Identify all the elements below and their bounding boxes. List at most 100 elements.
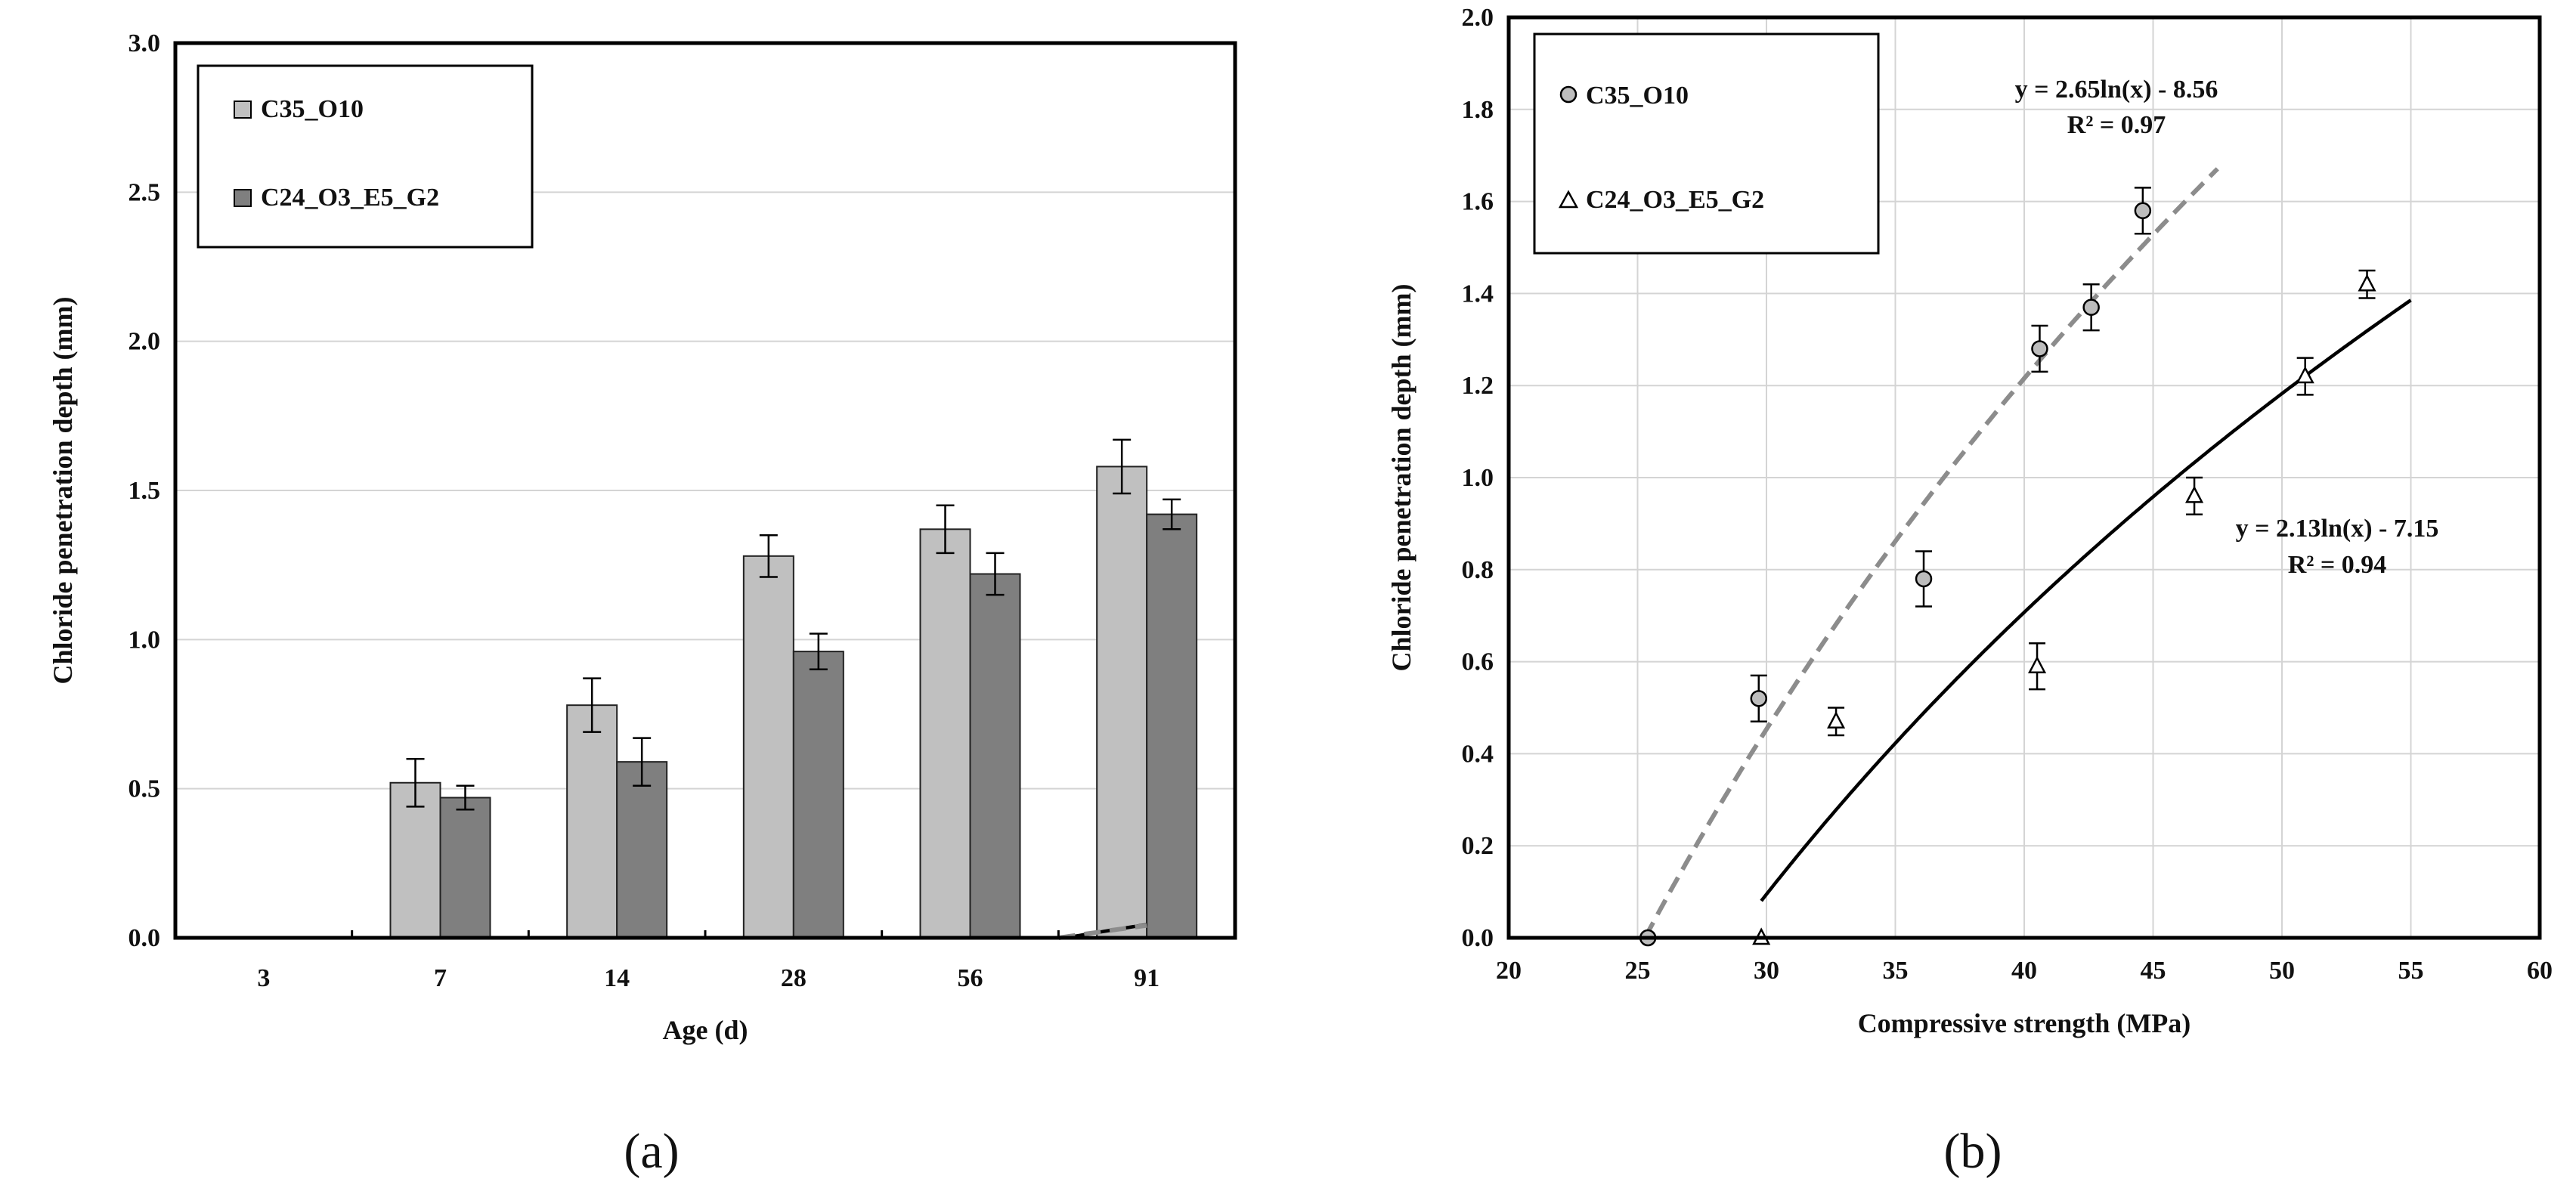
a-x-tick-label: 14 <box>604 964 630 992</box>
a-legend: C35_O10 C24_O3_E5_G2 <box>197 64 534 249</box>
a-legend-swatch-c35 <box>234 101 252 119</box>
a-error-bar <box>456 784 475 811</box>
a-bar-c24-56 <box>969 573 1021 939</box>
a-error-bar <box>1163 498 1181 530</box>
a-bar-c35-28 <box>742 555 794 939</box>
a-trendline-c24 <box>1058 923 1147 940</box>
b-y-tick-label: 1.0 <box>1462 464 1494 492</box>
a-legend-box <box>197 64 534 249</box>
b-point-c24 <box>1826 711 1846 729</box>
b-fit-curve-c24 <box>1760 298 2412 902</box>
b-y-tick-label: 0.8 <box>1462 556 1494 584</box>
a-error-bar <box>759 534 778 578</box>
b-y-tick-label: 0.0 <box>1462 924 1494 952</box>
b-legend-marker-c24 <box>1558 190 1579 209</box>
b-point-c24 <box>2358 274 2376 292</box>
a-bar-c24-7 <box>439 797 491 939</box>
b-y-axis-title: Chloride penetration depth (mm) <box>1386 284 1416 672</box>
b-x-axis-title: Compressive strength (MPa) <box>1858 1008 2191 1038</box>
a-bar-c35-56 <box>919 528 971 939</box>
b-point-c35 <box>1915 570 1933 588</box>
b-x-tick-label: 55 <box>2398 957 2424 985</box>
b-y-tick-label: 2.0 <box>1462 4 1494 32</box>
b-y-tick-label: 1.4 <box>1462 280 1494 308</box>
a-error-bar <box>1113 438 1132 495</box>
a-y-tick-label: 1.0 <box>128 626 161 654</box>
a-bar-c35-91 <box>1096 466 1148 939</box>
b-x-tick-label: 40 <box>2011 957 2037 985</box>
b-equation-c35: y = 2.65ln(x) - 8.56 <box>2015 76 2218 104</box>
b-markers <box>1639 202 2376 947</box>
a-error-bar <box>809 633 828 671</box>
b-y-tick-label: 1.2 <box>1462 372 1494 400</box>
b-y-tick-labels: 0.0 0.2 0.4 0.6 0.8 1.0 1.2 1.4 1.6 1.8 2.0 <box>1462 4 1494 952</box>
a-y-tick-label: 0.0 <box>128 924 161 952</box>
a-bar-c24-28 <box>792 651 844 939</box>
b-legend-box <box>1533 32 1880 255</box>
a-x-tick-marks <box>351 930 1060 938</box>
b-point-c24 <box>2184 485 2204 503</box>
a-legend-label-c24: C24_O3_E5_G2 <box>261 184 439 212</box>
panel-a: 0.0 0.5 1.0 1.5 2.0 2.5 3.0 3 7 14 28 56 91 C35_O10… <box>48 29 1237 1179</box>
b-r2-c24: R² = 0.94 <box>2288 551 2387 579</box>
b-x-tick-label: 35 <box>1883 957 1909 985</box>
b-x-tick-label: 50 <box>2269 957 2295 985</box>
a-error-bar <box>583 677 602 733</box>
a-bar-c24-91 <box>1146 513 1198 939</box>
a-error-bar <box>633 737 652 787</box>
b-x-tick-label: 60 <box>2527 957 2553 985</box>
a-y-tick-label: 0.5 <box>128 775 161 803</box>
a-x-tick-label: 56 <box>958 964 983 992</box>
a-y-tick-label: 2.0 <box>128 328 161 356</box>
a-x-tick-label: 28 <box>781 964 807 992</box>
b-point-c24 <box>2027 656 2047 673</box>
a-bar-c35-14 <box>566 704 618 939</box>
a-x-axis-title: Age (d) <box>663 1015 748 1045</box>
b-point-c35 <box>2082 298 2100 316</box>
b-x-tick-label: 45 <box>2141 957 2166 985</box>
b-point-c24 <box>2296 366 2314 384</box>
b-plot-frame <box>1506 15 2542 940</box>
b-point-c35 <box>2134 202 2152 220</box>
b-point-c35 <box>1750 690 1768 707</box>
a-x-tick-labels: 3 7 14 28 56 91 <box>257 964 1160 992</box>
b-y-tick-label: 0.2 <box>1462 832 1494 860</box>
a-error-bar <box>406 757 425 808</box>
b-y-tick-label: 0.4 <box>1462 740 1494 768</box>
a-error-bar <box>936 504 955 555</box>
b-legend-label-c35: C35_O10 <box>1586 82 1689 110</box>
b-legend: C35_O10 C24_O3_E5_G2 <box>1533 32 1880 255</box>
b-x-tick-labels: 20 25 30 35 40 45 50 55 60 <box>1496 957 2553 985</box>
a-x-tick-label: 3 <box>257 964 270 992</box>
b-r2-c35: R² = 0.97 <box>2067 111 2166 139</box>
a-y-tick-label: 2.5 <box>128 178 161 206</box>
b-panel-label: (b) <box>1944 1124 2002 1179</box>
a-y-tick-labels: 0.0 0.5 1.0 1.5 2.0 2.5 3.0 <box>128 29 161 952</box>
b-point-c35 <box>2031 340 2048 357</box>
a-gridlines <box>175 191 1235 790</box>
a-x-tick-label: 7 <box>434 964 447 992</box>
b-y-tick-label: 0.6 <box>1462 648 1494 676</box>
a-error-bars <box>406 438 1181 811</box>
a-bars <box>389 466 1198 939</box>
b-y-tick-label: 1.8 <box>1462 96 1494 124</box>
b-x-tick-label: 25 <box>1625 957 1651 985</box>
panel-b: 0.0 0.2 0.4 0.6 0.8 1.0 1.2 1.4 1.6 1.8 2.0 20 25 30… <box>1386 4 2553 1179</box>
b-equation-c24: y = 2.13ln(x) - 7.15 <box>2236 515 2439 543</box>
a-y-axis-title: Chloride penetration depth (mm) <box>48 297 78 685</box>
a-x-tick-label: 91 <box>1134 964 1160 992</box>
a-y-tick-label: 3.0 <box>128 29 161 57</box>
a-legend-swatch-c24 <box>234 189 252 207</box>
a-legend-label-c35: C35_O10 <box>261 95 364 123</box>
b-legend-label-c24: C24_O3_E5_G2 <box>1586 186 1764 214</box>
b-fit-curve-c35 <box>1643 167 2219 938</box>
a-bar-c35-7 <box>389 781 441 939</box>
b-x-tick-label: 30 <box>1754 957 1779 985</box>
a-panel-label: (a) <box>624 1124 679 1179</box>
b-x-tick-label: 20 <box>1496 957 1522 985</box>
b-y-tick-label: 1.6 <box>1462 188 1494 216</box>
a-bar-c24-14 <box>616 761 668 939</box>
a-y-tick-label: 1.5 <box>128 477 161 505</box>
b-legend-marker-c35 <box>1559 85 1577 104</box>
